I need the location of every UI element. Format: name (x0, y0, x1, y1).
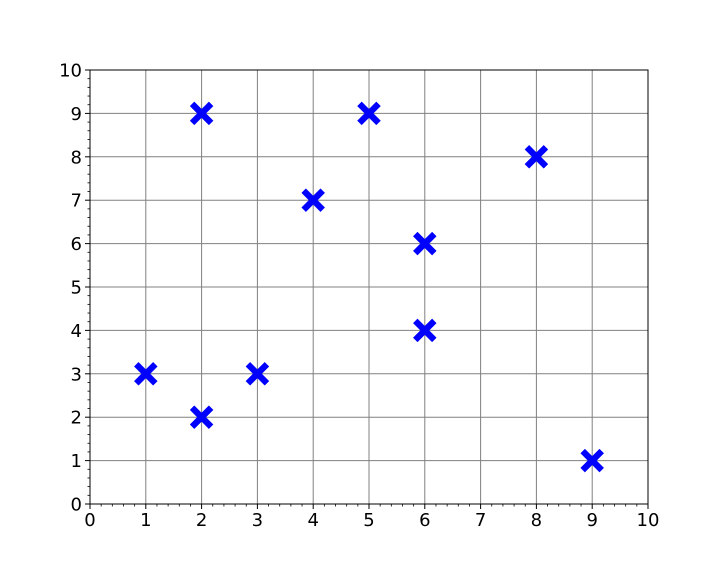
x-tick-label: 6 (419, 510, 430, 531)
cross-marker-icon (301, 188, 326, 213)
cross-marker-icon (245, 361, 270, 386)
x-tick-label: 10 (637, 510, 660, 531)
data-point (580, 448, 605, 473)
cross-marker-icon (524, 144, 549, 169)
y-tick-label: 5 (71, 278, 82, 299)
x-tick-label: 1 (140, 510, 151, 531)
x-tick-label: 5 (363, 510, 374, 531)
y-tick-label: 4 (71, 321, 82, 342)
y-tick-label: 3 (71, 364, 82, 385)
points-layer (133, 101, 605, 473)
cross-marker-icon (189, 101, 214, 126)
cross-marker-icon (412, 318, 437, 343)
data-point (412, 318, 437, 343)
y-tick-label: 9 (71, 104, 82, 125)
cross-marker-icon (133, 361, 158, 386)
grid-layer (89, 69, 649, 505)
data-point (189, 405, 214, 430)
cross-marker-icon (357, 101, 381, 126)
x-tick-label: 2 (196, 510, 207, 531)
x-tick-label: 9 (586, 510, 597, 531)
y-tick-label: 1 (71, 451, 82, 472)
data-point (189, 101, 214, 126)
x-tick-label: 7 (475, 510, 486, 531)
data-point (301, 188, 326, 213)
cross-marker-icon (189, 405, 214, 430)
x-tick-label: 4 (307, 510, 318, 531)
cross-marker-icon (580, 448, 605, 473)
y-tick-label: 6 (71, 234, 82, 255)
data-point (412, 231, 437, 256)
y-tick-label: 0 (71, 495, 82, 516)
data-point (245, 361, 270, 386)
y-tick-label: 10 (59, 61, 82, 82)
x-tick-label: 8 (531, 510, 542, 531)
data-point (524, 144, 549, 169)
y-tick-label: 7 (71, 191, 82, 212)
y-tick-label: 8 (71, 147, 82, 168)
tick-layer: 0 1 2 3 4 5 6 7 8 9 10 0 1 2 3 4 5 6 7 8 9 10 (59, 61, 659, 532)
y-tick-label: 2 (71, 408, 82, 429)
cross-marker-icon (412, 231, 437, 256)
x-tick-label: 0 (84, 510, 95, 531)
data-point (133, 361, 158, 386)
data-point (357, 101, 381, 126)
x-tick-label: 3 (252, 510, 263, 531)
